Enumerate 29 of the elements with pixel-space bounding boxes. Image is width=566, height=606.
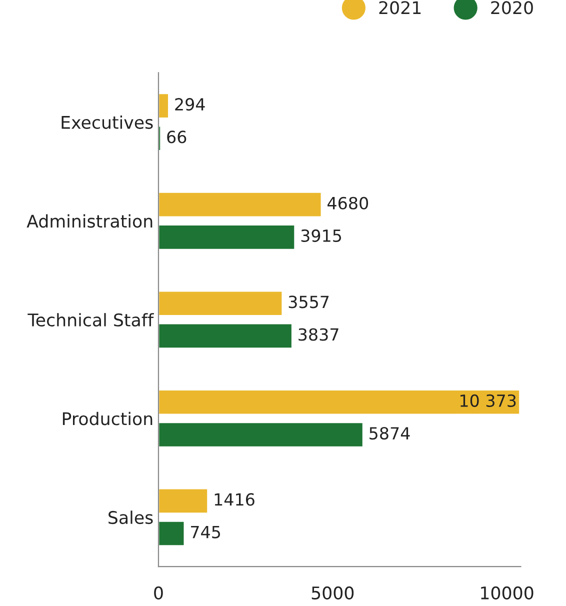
y-tick-label: Production: [62, 412, 152, 426]
y-tick-label: Administration: [26, 214, 152, 228]
bar: [158, 520, 186, 547]
legend-label: 2021: [379, 1, 421, 14]
x-tick-label: 10000: [481, 586, 534, 600]
x-tick-label: 0: [154, 586, 163, 600]
data-label: 66: [167, 130, 186, 144]
legend-label: 2020: [491, 1, 533, 14]
data-label: 294: [175, 98, 205, 111]
bar: [158, 290, 284, 316]
y-tick-label: Sales: [108, 510, 153, 524]
bar: [158, 192, 322, 218]
bar: [158, 422, 364, 448]
data-label: 5874: [370, 426, 410, 440]
data-label: 3915: [301, 229, 342, 242]
bar: [158, 322, 293, 350]
data-label: 4680: [328, 196, 368, 210]
x-tick-label: 5000: [312, 586, 354, 600]
bar: [158, 224, 296, 250]
data-label: 3837: [298, 328, 338, 341]
y-tick-label: Technical Staff: [28, 313, 154, 327]
bar: [158, 92, 170, 119]
bar: [158, 488, 208, 514]
y-tick-label: Executives: [62, 116, 153, 129]
bar: [158, 389, 520, 416]
data-label: 3557: [288, 296, 329, 308]
data-label: 745: [191, 526, 220, 538]
data-label: 1416: [214, 493, 254, 506]
data-label: 10 373: [460, 394, 516, 407]
